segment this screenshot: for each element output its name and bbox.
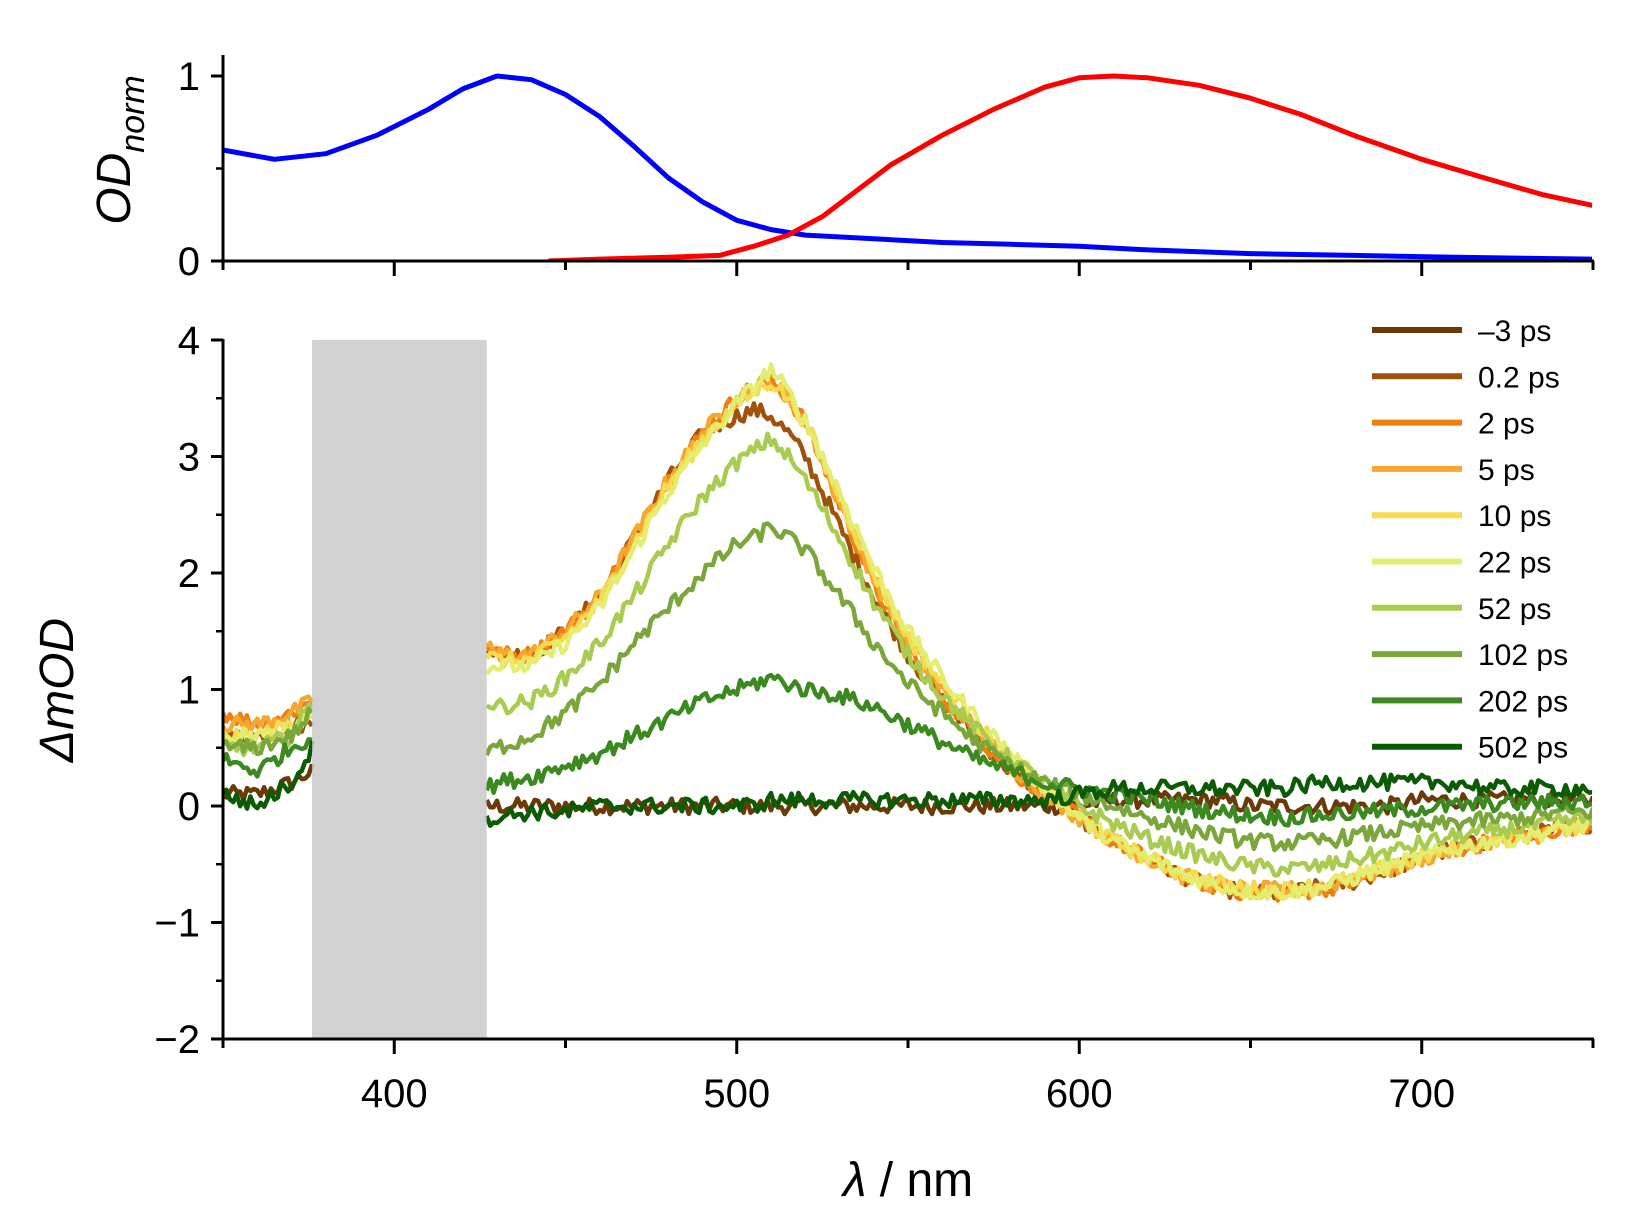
bottom-y-tick-label: 0 <box>178 785 200 829</box>
legend-label: 22 ps <box>1478 547 1551 580</box>
legend-label: 10 ps <box>1478 500 1551 533</box>
legend-label: 0.2 ps <box>1478 361 1560 394</box>
series-line-202ps <box>222 672 1592 828</box>
legend-label: 502 ps <box>1478 732 1568 765</box>
top-y-axis-title: ODnorm <box>88 75 152 224</box>
top-y-tick-label: 1 <box>178 55 200 99</box>
bottom-x-tick-label: 700 <box>1388 1072 1455 1116</box>
top-series-group <box>222 73 1592 262</box>
bottom-x-tick-label: 500 <box>703 1072 770 1116</box>
bottom-y-tick-label: −1 <box>154 902 200 946</box>
top-line-absorption-blue <box>222 73 1592 262</box>
top-line-absorption-red <box>548 73 1592 262</box>
top-y-tick-label: 0 <box>178 240 200 284</box>
bottom-y-tick-label: 1 <box>178 669 200 713</box>
legend-label: 102 ps <box>1478 639 1568 672</box>
bottom-y-tick-label: 3 <box>178 436 200 480</box>
bottom-panel: −2 −1 0 1 2 3 4 400 500 600 700 ΔmOD λ / nm –3 ps 0… <box>31 315 1595 1207</box>
legend-label: 5 ps <box>1478 454 1535 487</box>
shaded-region <box>312 340 487 1039</box>
legend-label: 52 ps <box>1478 593 1551 626</box>
bottom-ticks-group: −2 −1 0 1 2 3 4 400 500 600 700 <box>154 319 1595 1116</box>
legend-label: –3 ps <box>1478 315 1551 348</box>
bottom-y-tick-label: 4 <box>178 319 200 363</box>
bottom-y-axis-title: ΔmOD <box>31 618 84 763</box>
bottom-x-axis-title: λ / nm <box>840 1154 973 1207</box>
bottom-y-tick-label: −2 <box>154 1018 200 1062</box>
top-ticks-group: 01 <box>178 55 1595 284</box>
top-panel: 01 ODnorm <box>88 55 1595 284</box>
legend-label: 202 ps <box>1478 685 1568 718</box>
legend: –3 ps 0.2 ps 2 ps 5 ps 10 ps 22 ps 52 ps 102 ps… <box>1372 315 1568 765</box>
bottom-y-tick-label: 2 <box>178 552 200 596</box>
series-line-102ps <box>222 521 1592 853</box>
bottom-x-tick-label: 400 <box>361 1072 428 1116</box>
series-line-502ps <box>222 740 1592 828</box>
legend-label: 2 ps <box>1478 408 1535 441</box>
bottom-series-group <box>222 362 1592 903</box>
bottom-x-tick-label: 600 <box>1046 1072 1113 1116</box>
